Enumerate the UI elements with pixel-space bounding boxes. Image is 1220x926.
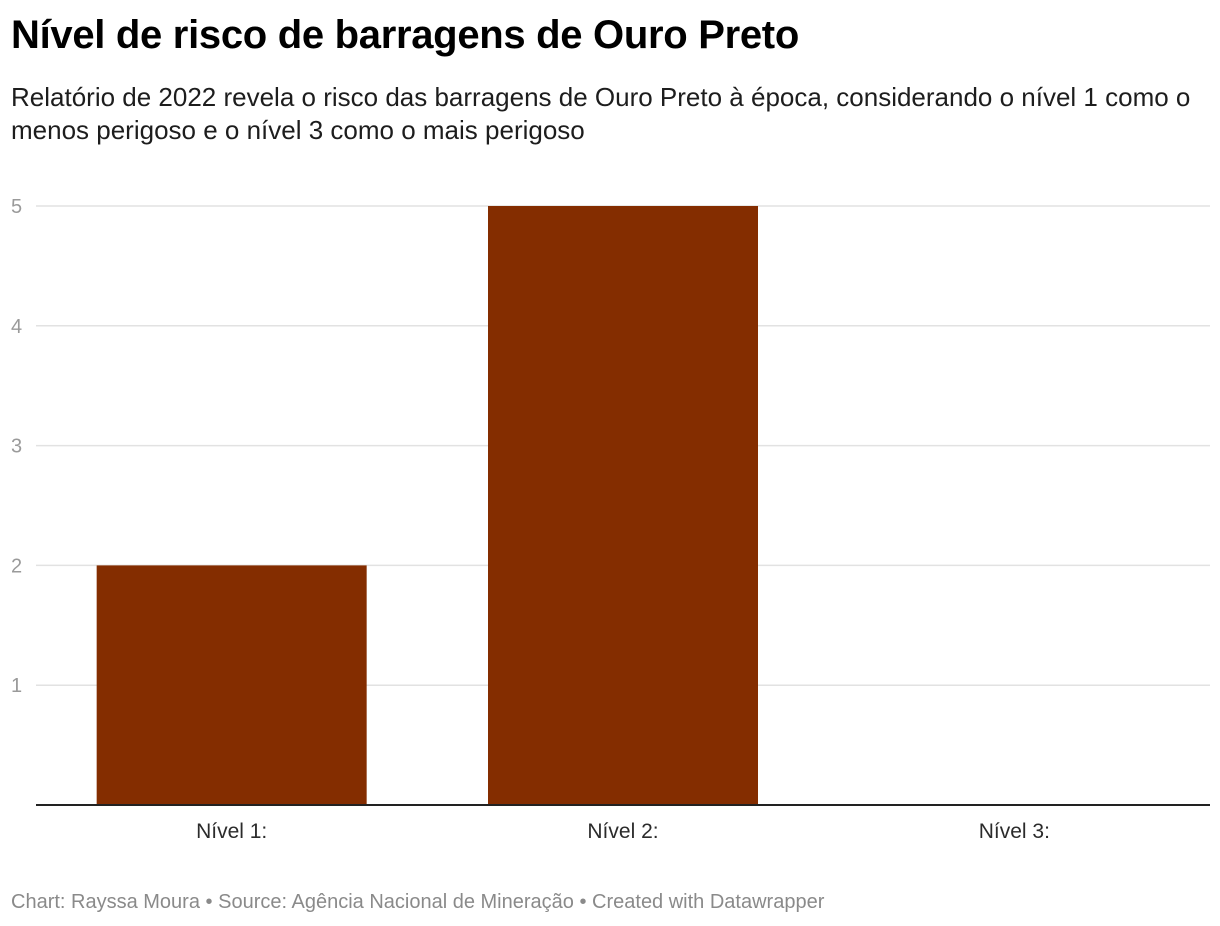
x-category-label: Nível 2:	[587, 820, 658, 843]
chart-footer: Chart: Rayssa Moura • Source: Agência Na…	[11, 889, 824, 915]
footer-separator: •	[205, 891, 213, 913]
y-tick-label: 1	[11, 675, 22, 697]
x-category-label: Nível 3:	[979, 820, 1050, 843]
created-with: Created with Datawrapper	[592, 891, 825, 913]
y-tick-label: 5	[11, 196, 22, 218]
y-tick-label: 4	[11, 316, 22, 338]
chart-credit: Chart: Rayssa Moura	[11, 891, 200, 913]
bars	[96, 206, 758, 805]
chart-subtitle: Relatório de 2022 revela o risco das bar…	[11, 82, 1191, 145]
chart-title: Nível de risco de barragens de Ouro Pret…	[11, 13, 799, 57]
bar	[96, 565, 367, 805]
x-category-label: Nível 1:	[196, 820, 267, 843]
bar	[488, 206, 758, 805]
y-tick-labels: 1 2 3 4 5	[11, 196, 22, 697]
y-tick-label: 2	[11, 555, 22, 577]
y-tick-label: 3	[11, 436, 22, 458]
footer-separator: •	[579, 891, 587, 913]
chart-source: Source: Agência Nacional de Mineração	[218, 891, 574, 913]
x-category-labels: Nível 1: Nível 2: Nível 3:	[196, 820, 1050, 843]
